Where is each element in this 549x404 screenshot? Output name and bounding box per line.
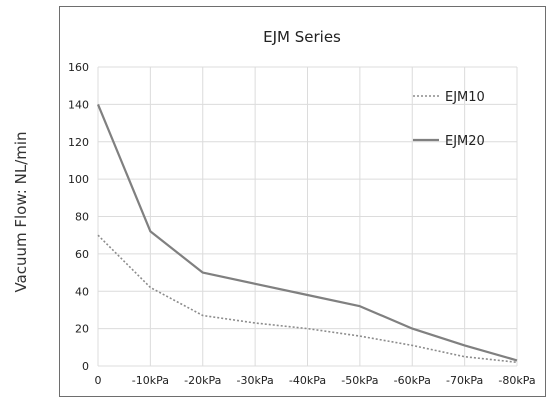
x-tick-label: -50kPa (341, 374, 378, 387)
chart-title: EJM Series (263, 28, 341, 46)
x-tick-label: -60kPa (394, 374, 431, 387)
y-tick-label: 120 (68, 136, 89, 149)
legend-label-ejm10: EJM10 (445, 90, 485, 105)
y-tick-label: 140 (68, 98, 89, 111)
x-tick-label: -70kPa (446, 374, 483, 387)
x-tick-label: -20kPa (184, 374, 221, 387)
y-tick-label: 40 (75, 285, 89, 298)
y-tick-label: 0 (82, 360, 89, 373)
x-tick-label: -80kPa (498, 374, 535, 387)
y-tick-label: 160 (68, 61, 89, 74)
chart-frame (60, 7, 546, 397)
y-tick-label: 60 (75, 248, 89, 261)
y-axis-label: Vacuum Flow: NL/min (12, 131, 30, 292)
x-tick-label: -40kPa (289, 374, 326, 387)
x-tick-label: 0 (95, 374, 102, 387)
x-tick-label: -10kPa (132, 374, 169, 387)
legend-label-ejm20: EJM20 (445, 134, 485, 149)
x-tick-label: -30kPa (237, 374, 274, 387)
y-tick-label: 100 (68, 173, 89, 186)
y-tick-label: 20 (75, 323, 89, 336)
y-tick-label: 80 (75, 211, 89, 224)
